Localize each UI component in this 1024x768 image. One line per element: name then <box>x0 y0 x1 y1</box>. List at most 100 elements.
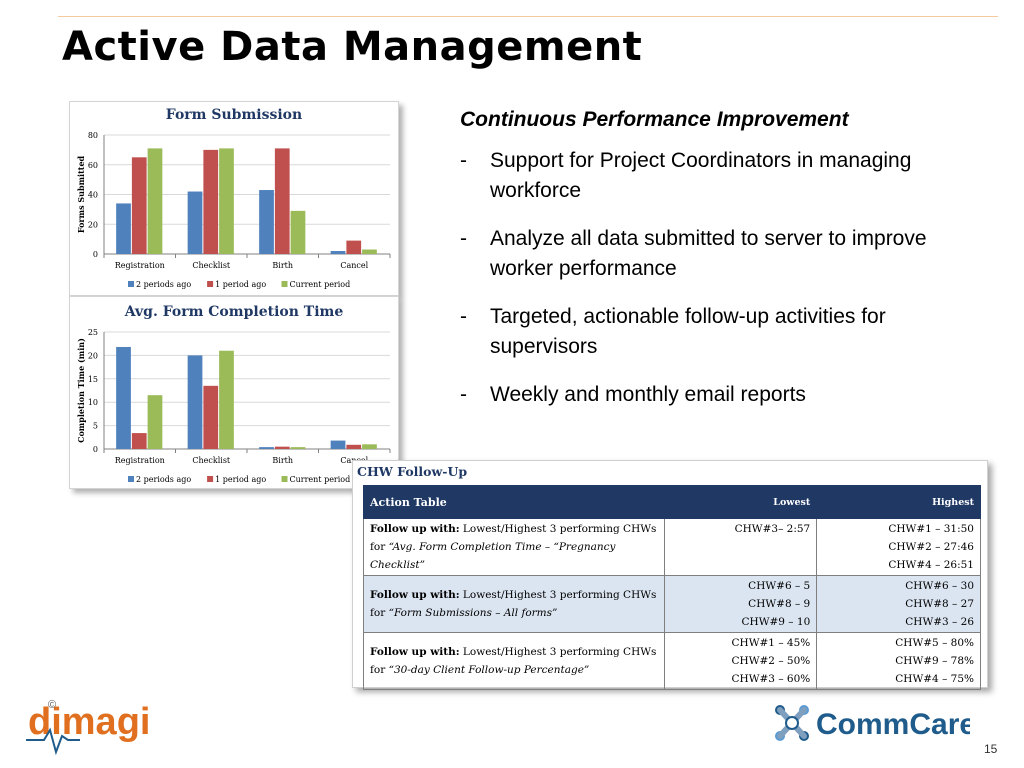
bar <box>259 447 274 449</box>
form-submission-chart-svg: Form Submission 0 20 40 60 80 Forms Submitted R… <box>76 107 391 289</box>
bar <box>330 440 346 449</box>
y-tick-label: 0 <box>93 445 98 454</box>
bar <box>290 210 306 254</box>
legend-label: 2 periods ago <box>136 280 191 289</box>
bar <box>187 355 203 449</box>
highest-cell: CHW#6 – 30 CHW#8 – 27 CHW#3 – 26 <box>816 575 981 633</box>
table-row: Follow up with: Lowest/Highest 3 perform… <box>362 518 981 576</box>
bar <box>274 148 290 254</box>
row-desc-italic: “30-day Client Follow-up Percentage” <box>388 664 590 676</box>
bullet-dash: - <box>460 227 467 250</box>
commcare-logo-text: CommCare <box>816 708 970 741</box>
form-submission-chart: Form Submission 0 20 40 60 80 Forms Submitted R… <box>69 101 399 296</box>
bullet-item: - Support for Project Coordinators in ma… <box>460 146 980 206</box>
completion-time-chart: Avg. Form Completion Time 0 5 10 15 20 25 Compl… <box>69 296 399 489</box>
dimagi-logo-text: dimagi <box>28 701 150 743</box>
bullet-dash: - <box>460 149 467 172</box>
highest-value: CHW#3 – 26 <box>905 616 974 628</box>
header-lowest: Lowest <box>664 485 818 519</box>
table-row: Follow up with: Lowest/Highest 3 perform… <box>362 632 981 690</box>
bar <box>203 149 219 254</box>
legend-label: Current period <box>290 280 351 289</box>
bar <box>259 190 274 254</box>
lowest-cell: CHW#6 – 5 CHW#8 – 9 CHW#9 – 10 <box>664 575 818 633</box>
commcare-emblem-icon <box>775 705 809 741</box>
bar <box>131 433 147 449</box>
row-label: Follow up with: <box>370 646 460 658</box>
x-tick-label: Registration <box>115 456 165 465</box>
dimagi-logo: dimagi © <box>26 694 156 761</box>
commcare-logo-mark: CommCare <box>775 705 976 741</box>
lowest-value: CHW#9 – 10 <box>741 616 811 628</box>
legend-swatch <box>281 281 288 287</box>
legend-swatch <box>207 476 214 482</box>
bar <box>219 148 234 254</box>
header-highest: Highest <box>816 485 981 519</box>
action-table: Action Table Lowest Highest Follow up wi… <box>362 485 981 690</box>
action-cell: Follow up with: Lowest/Highest 3 perform… <box>362 632 666 690</box>
row-desc: Lowest/Highest 3 performing CHWs for <box>370 646 657 676</box>
bullet-item: - Weekly and monthly email reports <box>460 380 980 410</box>
y-tick-label: 15 <box>88 375 98 384</box>
y-tick-label: 25 <box>88 328 98 337</box>
bullet-text: Analyze all data submitted to server to … <box>490 227 927 280</box>
y-tick-label: 60 <box>88 161 98 170</box>
y-tick-label: 40 <box>88 191 98 200</box>
bar <box>346 444 362 449</box>
chw-followup-table-panel: CHW Follow-Up Action Table Lowest Highes… <box>352 460 988 690</box>
x-tick-label: Birth <box>272 456 293 465</box>
lowest-value: CHW#1 – 45% <box>731 637 811 649</box>
chart-title: Avg. Form Completion Time <box>124 304 344 320</box>
y-tick-label: 0 <box>93 250 98 259</box>
action-cell: Follow up with: Lowest/Highest 3 perform… <box>362 575 666 633</box>
bar <box>346 240 362 254</box>
bullet-text: Targeted, actionable follow-up activitie… <box>490 305 886 358</box>
bar <box>131 157 147 254</box>
bar <box>116 346 131 449</box>
highest-value: CHW#4 – 26:51 <box>888 559 974 571</box>
bar <box>219 350 234 449</box>
highest-value: CHW#6 – 30 <box>905 580 974 592</box>
table-header-row: Action Table Lowest Highest <box>362 485 981 519</box>
highest-value: CHW#4 – 75% <box>895 673 974 685</box>
bullet-item: - Targeted, actionable follow-up activit… <box>460 302 980 362</box>
table-title: CHW Follow-Up <box>357 464 468 479</box>
highest-value: CHW#8 – 27 <box>905 598 974 610</box>
lowest-cell: CHW#3– 2:57 <box>664 518 818 576</box>
dimagi-copyright-mark: © <box>48 699 56 711</box>
bullet-dash: - <box>460 305 467 328</box>
y-tick-label: 10 <box>88 398 98 407</box>
x-tick-label: Registration <box>115 261 165 270</box>
highest-value: CHW#2 – 27:46 <box>888 541 974 553</box>
y-axis-label: Forms Submitted <box>76 155 86 233</box>
completion-time-chart-svg: Avg. Form Completion Time 0 5 10 15 20 25Compl… <box>76 304 391 484</box>
row-label: Follow up with: <box>370 589 460 601</box>
y-tick-label: 20 <box>88 220 98 229</box>
bullet-text: Support for Project Coordinators in mana… <box>490 149 912 202</box>
y-tick-label: 20 <box>88 351 98 360</box>
legend-label: Current period <box>290 475 351 484</box>
bar <box>362 249 377 254</box>
legend-swatch <box>128 476 134 482</box>
row-desc: Lowest/Highest 3 performing CHWs for <box>370 589 657 619</box>
title-rule <box>58 16 998 17</box>
legend-swatch <box>207 281 214 287</box>
bullet-dash: - <box>460 383 467 406</box>
highest-value: CHW#9 – 78% <box>895 655 974 667</box>
dimagi-logo-mark: dimagi © <box>26 699 150 756</box>
action-cell: Follow up with: Lowest/Highest 3 perform… <box>362 518 666 576</box>
lowest-value: CHW#2 – 50% <box>731 655 811 667</box>
highest-value: CHW#5 – 80% <box>895 637 974 649</box>
legend-label: 2 periods ago <box>136 475 191 484</box>
row-label: Follow up with: <box>370 523 460 535</box>
bar <box>274 446 290 449</box>
legend-swatch <box>281 476 288 482</box>
legend-swatch <box>128 281 134 287</box>
row-desc-italic: “Avg. Form Completion Time – “Pregnancy … <box>370 541 616 571</box>
lowest-value: CHW#3 – 60% <box>731 673 811 685</box>
bar <box>362 444 377 449</box>
x-tick-label: Birth <box>272 261 293 270</box>
bar <box>147 148 163 254</box>
bullet-section: Continuous Performance Improvement - Sup… <box>460 108 980 428</box>
row-desc-italic: “Form Submissions – All forms” <box>388 607 558 619</box>
